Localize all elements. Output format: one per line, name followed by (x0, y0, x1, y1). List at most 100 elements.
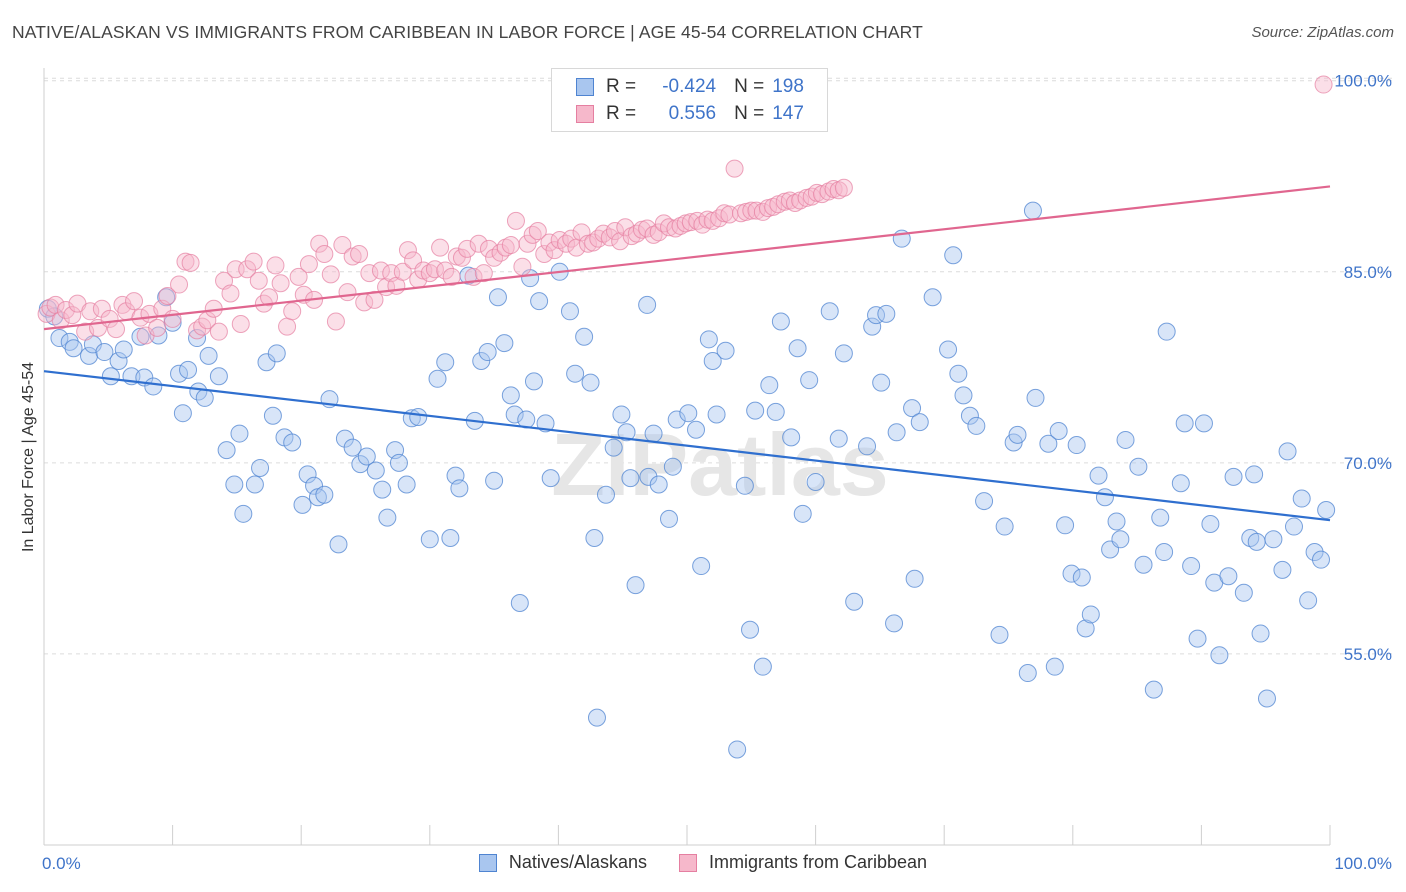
data-point-natives (1081, 605, 1100, 624)
data-point-natives (975, 492, 994, 511)
data-point-natives (1224, 467, 1243, 486)
data-point-natives (428, 369, 447, 388)
data-point-natives (626, 576, 645, 595)
data-point-natives (1151, 508, 1170, 527)
data-point-caribbean (181, 253, 200, 272)
data-point-natives (1305, 543, 1324, 562)
data-point-natives (581, 373, 600, 392)
data-point-natives (806, 472, 825, 491)
data-point-natives (887, 423, 906, 442)
data-point-natives (1292, 489, 1311, 508)
data-point-caribbean (315, 244, 334, 263)
legend-swatch-pink (678, 853, 697, 872)
data-point-caribbean (41, 298, 60, 317)
data-point-caribbean (92, 299, 111, 318)
data-point-caribbean (238, 260, 257, 279)
data-point-natives (251, 458, 270, 477)
data-point-natives (766, 402, 785, 421)
data-point-natives (305, 476, 324, 495)
data-point-natives (505, 405, 524, 424)
data-point-natives (1067, 436, 1086, 455)
data-point-natives (225, 475, 244, 494)
data-point-natives (536, 414, 555, 433)
data-point-natives (50, 329, 69, 348)
data-point-caribbean (371, 261, 390, 280)
data-point-natives (644, 424, 663, 443)
data-point-caribbean (81, 302, 100, 321)
data-point-caribbean (491, 243, 510, 262)
data-point-natives (329, 535, 348, 554)
data-point-natives (621, 469, 640, 488)
data-point-natives (612, 405, 631, 424)
data-point-caribbean (528, 222, 547, 241)
data-point-caribbean (333, 236, 352, 255)
data-point-natives (173, 404, 192, 423)
legend-row-natives: R = -0.424 N = 198 (576, 75, 804, 99)
data-point-caribbean (545, 241, 564, 260)
data-point-caribbean (513, 257, 532, 276)
data-point-caribbean (589, 229, 608, 248)
y-axis-label: In Labor Force | Age 45-54 (20, 362, 37, 552)
data-point-natives (1284, 517, 1303, 536)
legend-row-caribbean: R = 0.556 N = 147 (576, 102, 804, 126)
data-point-natives (149, 326, 168, 345)
data-point-caribbean (496, 238, 515, 257)
data-point-natives (1072, 568, 1091, 587)
data-point-natives (230, 424, 249, 443)
data-point-natives (245, 475, 264, 494)
data-point-natives (995, 517, 1014, 536)
data-point-natives (144, 377, 163, 396)
data-point-caribbean (289, 267, 308, 286)
data-point-natives (735, 476, 754, 495)
data-point-caribbean (299, 255, 318, 274)
data-point-natives (1219, 567, 1238, 586)
data-point-natives (263, 406, 282, 425)
data-point-caribbean (469, 234, 488, 253)
data-point-natives (501, 386, 520, 405)
data-point-natives (1062, 564, 1081, 583)
data-point-natives (1188, 629, 1207, 648)
data-point-natives (707, 405, 726, 424)
data-point-natives (910, 413, 929, 432)
data-point-natives (450, 479, 469, 498)
data-point-natives (1045, 657, 1064, 676)
data-point-natives (596, 485, 615, 504)
data-point-caribbean (125, 292, 144, 311)
data-point-natives (478, 343, 497, 362)
data-point-natives (80, 346, 99, 365)
data-point-natives (923, 288, 942, 307)
data-point-natives (1201, 515, 1220, 534)
data-point-caribbean (310, 234, 329, 253)
data-point-natives (485, 471, 504, 490)
data-point-natives (703, 351, 722, 370)
data-point-caribbean (829, 181, 848, 200)
data-point-natives (283, 433, 302, 452)
data-point-natives (1018, 664, 1037, 683)
data-point-caribbean (557, 234, 576, 253)
data-point-natives (298, 465, 317, 484)
legend-r-label: R = (606, 103, 637, 124)
data-point-natives (109, 351, 128, 370)
data-point-caribbean (666, 219, 685, 238)
data-point-natives (495, 334, 514, 353)
data-point-natives (782, 428, 801, 447)
data-point-caribbean (158, 287, 177, 306)
data-point-caribbean (638, 219, 657, 238)
data-point-natives (95, 343, 114, 362)
trend-lines (43, 185, 1331, 522)
data-point-natives (1299, 591, 1318, 610)
data-point-natives (1111, 530, 1130, 549)
data-point-caribbean (442, 267, 461, 286)
legend-item-caribbean: Immigrants from Caribbean (678, 852, 927, 873)
data-point-natives (1026, 388, 1045, 407)
data-point-natives (1194, 414, 1213, 433)
data-point-natives (1273, 560, 1292, 579)
data-point-caribbean (244, 252, 263, 271)
data-point-natives (351, 455, 370, 474)
data-point-natives (530, 292, 549, 311)
data-point-caribbean (572, 223, 591, 242)
legend-stats: R = -0.424 N = 198 R = 0.556 N = 147 (551, 68, 828, 132)
legend-n-label: N = (734, 103, 765, 124)
data-point-natives (746, 401, 765, 420)
